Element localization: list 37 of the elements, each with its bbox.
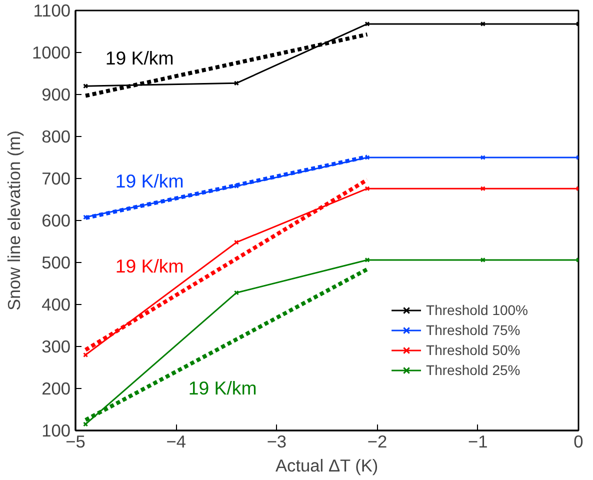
point: [364, 257, 370, 262]
point: [234, 184, 239, 189]
y-tick-label: 1100: [33, 0, 71, 20]
y-axis-title: Snow line elevation (m): [4, 130, 24, 311]
legend-label: Threshold 100%: [426, 302, 528, 318]
y-tick-label: 400: [42, 294, 71, 314]
y-tick-label: 300: [42, 336, 71, 356]
y-tick-label: 800: [42, 126, 71, 146]
point: [234, 240, 239, 245]
legend-label: Threshold 50%: [426, 342, 520, 358]
y-tick-label: 600: [42, 210, 71, 230]
annotation: 19 K/km: [115, 255, 184, 276]
point: [480, 257, 486, 262]
x-tick-label: −2: [367, 432, 388, 452]
point: [234, 80, 239, 86]
y-tick-label: 900: [42, 84, 71, 104]
x-tick-label: −3: [266, 432, 287, 452]
point: [234, 290, 239, 296]
y-tick-label: 1000: [32, 42, 71, 62]
y-tick-label: 700: [42, 168, 71, 188]
point: [480, 21, 486, 26]
y-tick-label: 200: [42, 378, 71, 398]
x-tick-label: −4: [166, 432, 186, 452]
y-tick-label: 500: [42, 252, 71, 272]
x-axis-title: Actual ΔT (K): [275, 456, 378, 476]
annotation: 19 K/km: [115, 170, 184, 192]
point: [480, 186, 486, 192]
x-tick-label: −1: [468, 432, 488, 452]
point: [364, 186, 370, 192]
annotation: 19 K/km: [105, 47, 174, 68]
point: [480, 154, 486, 160]
legend-label: Threshold 25%: [426, 362, 520, 378]
annotation: 19 K/km: [188, 378, 257, 398]
point: [364, 21, 370, 26]
x-tick-label: 0: [574, 432, 584, 452]
legend-label: Threshold 75%: [426, 322, 520, 338]
point: [364, 154, 370, 160]
